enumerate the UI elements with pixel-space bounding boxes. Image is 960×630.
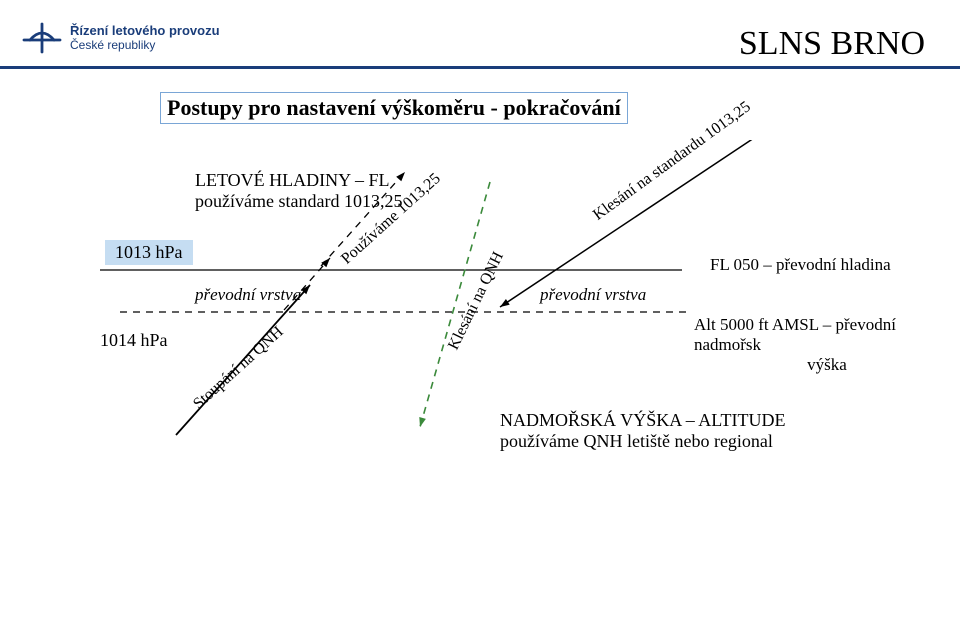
logo-text: Řízení letového provozu České republiky xyxy=(70,24,220,51)
altimeter-diagram xyxy=(0,140,960,630)
air-traffic-icon xyxy=(22,18,62,58)
pressure-1013: 1013 hPa xyxy=(105,240,193,265)
logo-line2: České republiky xyxy=(70,39,220,52)
altitude-line2: používáme QNH letiště nebo regional xyxy=(500,431,786,452)
page-title: SLNS BRNO xyxy=(739,25,925,63)
pressure-1014: 1014 hPa xyxy=(100,330,168,351)
altitude-text: NADMOŘSKÁ VÝŠKA – ALTITUDE používáme QNH… xyxy=(500,410,786,452)
logo: Řízení letového provozu České republiky xyxy=(22,18,220,58)
alt5000-line1: Alt 5000 ft AMSL – převodní nadmořsk xyxy=(694,315,960,355)
fl-line1: LETOVÉ HLADINY – FL xyxy=(195,170,402,191)
transition-layer-left: převodní vrstva xyxy=(195,285,301,305)
logo-line1: Řízení letového provozu xyxy=(70,24,220,38)
subtitle: Postupy pro nastavení výškoměru - pokrač… xyxy=(160,92,628,124)
flight-levels-text: LETOVÉ HLADINY – FL používáme standard 1… xyxy=(195,170,402,212)
fl-line2: používáme standard 1013,25 xyxy=(195,191,402,212)
transition-layer-right: převodní vrstva xyxy=(540,285,646,305)
altitude-line1: NADMOŘSKÁ VÝŠKA – ALTITUDE xyxy=(500,410,786,431)
fl050-label: FL 050 – převodní hladina xyxy=(710,255,891,275)
alt5000-label: Alt 5000 ft AMSL – převodní nadmořsk výš… xyxy=(694,315,960,375)
alt5000-line2: výška xyxy=(694,355,960,375)
header-rule xyxy=(0,66,960,69)
